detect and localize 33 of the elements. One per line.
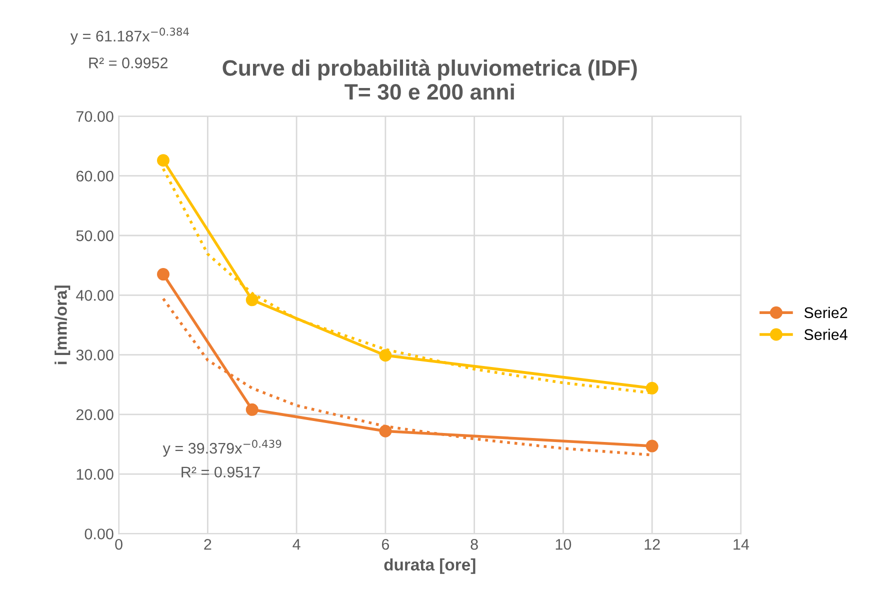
annotation: y = 39.379x$^{−0.439}$	[162, 440, 282, 457]
x-tick-label: 2	[204, 538, 212, 550]
point	[646, 382, 658, 394]
x-tick-label: 8	[470, 538, 478, 550]
point	[156, 268, 170, 281]
point	[379, 424, 392, 438]
x-tick-label: 12	[644, 538, 660, 550]
y-axis-title: i [mm/ora]	[54, 286, 70, 364]
x-tick-label: 14	[734, 539, 750, 550]
chart-title: Curve di probabilità pluviometrica (IDF) T= 30 e 200 anni	[222, 59, 637, 100]
point	[246, 403, 258, 416]
y-tick-label: 20.00	[76, 409, 114, 420]
y-tick-label: 60.00	[76, 170, 114, 182]
y-tick-label: 30.00	[76, 350, 114, 360]
text: y = 61.187x$^{−0.384}$	[70, 28, 189, 45]
x-tick-label: 10	[556, 538, 572, 550]
y-tick-label: 70.00	[76, 111, 114, 122]
y-tick-label: 40.00	[76, 290, 114, 301]
y-tick-label: 50.00	[76, 230, 114, 242]
x-axis-title: durata [ore]	[384, 558, 476, 574]
legend-label: Serie4	[804, 328, 848, 340]
annotation: R² = 0.9517	[182, 466, 260, 478]
point	[646, 440, 658, 452]
y-tick-label: 0.00	[84, 528, 114, 540]
text: R² = 0.9952	[89, 58, 168, 68]
point	[156, 154, 170, 167]
x-tick-label: 6	[382, 538, 390, 550]
point	[379, 349, 392, 362]
point	[246, 294, 258, 306]
legend-label: Serie2	[804, 306, 848, 318]
x-tick-label: 0	[115, 538, 122, 550]
y-tick-label: 10.00	[76, 468, 114, 480]
x-tick-label: 4	[292, 539, 300, 550]
